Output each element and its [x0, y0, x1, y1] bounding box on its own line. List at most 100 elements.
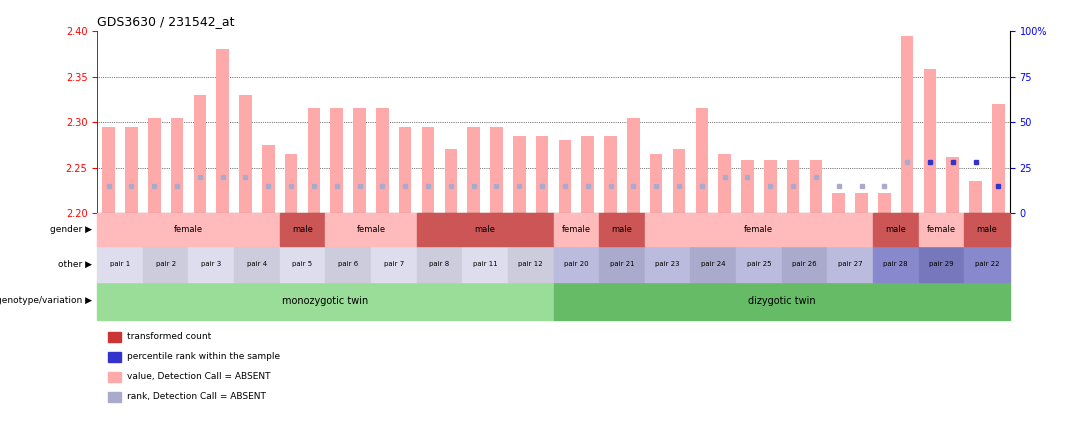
Text: female: female — [174, 225, 203, 234]
Bar — [554, 282, 1010, 320]
Bar — [445, 149, 457, 213]
Bar — [696, 108, 708, 213]
Bar — [234, 246, 280, 282]
Bar — [645, 213, 873, 246]
Bar — [417, 213, 554, 246]
Bar — [901, 36, 914, 213]
Bar — [462, 246, 508, 282]
Bar — [782, 246, 827, 282]
Bar — [330, 108, 343, 213]
Text: female: female — [562, 225, 591, 234]
Text: monozygotic twin: monozygotic twin — [282, 296, 368, 306]
Bar — [108, 392, 121, 402]
Bar — [645, 246, 690, 282]
Bar — [827, 246, 873, 282]
Bar — [554, 246, 599, 282]
Bar — [873, 213, 919, 246]
Bar — [262, 145, 274, 213]
Bar — [490, 127, 502, 213]
Text: pair 28: pair 28 — [883, 261, 908, 267]
Text: female: female — [744, 225, 773, 234]
Text: pair 26: pair 26 — [792, 261, 816, 267]
Bar — [171, 118, 184, 213]
Bar — [280, 213, 325, 246]
Text: male: male — [886, 225, 906, 234]
Bar — [599, 246, 645, 282]
Bar — [993, 104, 1004, 213]
Bar — [108, 332, 121, 342]
Text: pair 27: pair 27 — [838, 261, 863, 267]
Bar — [599, 213, 645, 246]
Bar — [581, 136, 594, 213]
Bar — [810, 160, 822, 213]
Bar — [873, 246, 919, 282]
Text: other ▶: other ▶ — [58, 260, 92, 269]
Bar — [353, 108, 366, 213]
Bar — [216, 49, 229, 213]
Text: male: male — [474, 225, 496, 234]
Text: male: male — [611, 225, 633, 234]
Bar — [240, 95, 252, 213]
Bar — [536, 136, 549, 213]
Bar — [97, 213, 280, 246]
Bar — [108, 352, 121, 362]
Text: pair 21: pair 21 — [609, 261, 634, 267]
Text: pair 22: pair 22 — [975, 261, 999, 267]
Text: GDS3630 / 231542_at: GDS3630 / 231542_at — [97, 16, 234, 28]
Bar — [878, 193, 891, 213]
Bar — [372, 246, 417, 282]
Bar — [376, 108, 389, 213]
Bar — [718, 154, 731, 213]
Bar — [189, 246, 234, 282]
Text: female: female — [927, 225, 956, 234]
Bar — [97, 282, 554, 320]
Text: male: male — [976, 225, 998, 234]
Bar — [605, 136, 617, 213]
Bar — [919, 213, 964, 246]
Bar — [280, 246, 325, 282]
Text: percentile rank within the sample: percentile rank within the sample — [127, 353, 281, 361]
Text: male: male — [292, 225, 313, 234]
Text: genotype/variation ▶: genotype/variation ▶ — [0, 296, 92, 305]
Text: female: female — [356, 225, 386, 234]
Bar — [508, 246, 554, 282]
Text: pair 20: pair 20 — [564, 261, 589, 267]
Text: pair 25: pair 25 — [746, 261, 771, 267]
Bar — [325, 213, 417, 246]
Text: value, Detection Call = ABSENT: value, Detection Call = ABSENT — [127, 373, 271, 381]
Text: pair 6: pair 6 — [338, 261, 359, 267]
Bar — [764, 160, 777, 213]
Bar — [737, 246, 782, 282]
Bar — [970, 181, 982, 213]
Text: transformed count: transformed count — [127, 333, 212, 341]
Bar — [673, 149, 685, 213]
Bar — [855, 193, 867, 213]
Bar — [422, 127, 434, 213]
Bar — [558, 140, 571, 213]
Bar — [308, 108, 320, 213]
Bar — [690, 246, 737, 282]
Bar — [923, 69, 936, 213]
Text: pair 29: pair 29 — [929, 261, 954, 267]
Text: gender ▶: gender ▶ — [50, 225, 92, 234]
Bar — [97, 246, 143, 282]
Bar — [108, 372, 121, 382]
Bar — [399, 127, 411, 213]
Bar — [964, 246, 1010, 282]
Bar — [650, 154, 662, 213]
Text: pair 24: pair 24 — [701, 261, 726, 267]
Bar — [285, 154, 297, 213]
Bar — [964, 213, 1010, 246]
Text: pair 8: pair 8 — [430, 261, 449, 267]
Text: rank, Detection Call = ABSENT: rank, Detection Call = ABSENT — [127, 392, 267, 401]
Bar — [103, 127, 114, 213]
Bar — [125, 127, 137, 213]
Text: pair 5: pair 5 — [293, 261, 312, 267]
Text: pair 3: pair 3 — [201, 261, 221, 267]
Text: pair 2: pair 2 — [156, 261, 176, 267]
Bar — [627, 118, 639, 213]
Bar — [513, 136, 526, 213]
Bar — [833, 193, 845, 213]
Bar — [417, 246, 462, 282]
Bar — [919, 246, 964, 282]
